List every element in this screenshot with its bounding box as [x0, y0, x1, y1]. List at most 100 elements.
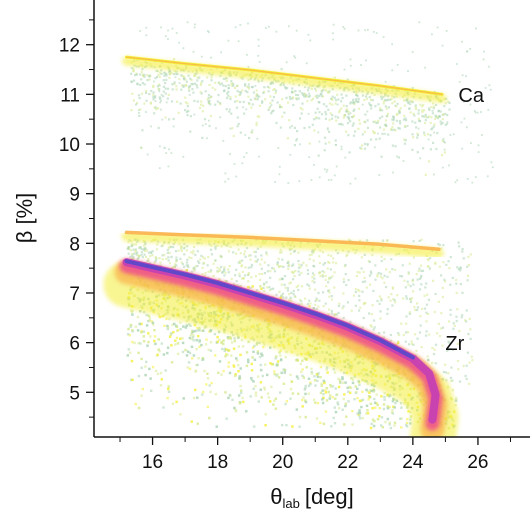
density-dot	[327, 281, 330, 284]
density-dot	[239, 131, 242, 134]
density-dot	[251, 346, 255, 349]
density-dot	[328, 397, 331, 400]
density-dot	[202, 256, 205, 259]
density-dot	[141, 68, 144, 71]
x-tick-label: 16	[142, 452, 163, 473]
density-dot	[256, 352, 260, 355]
density-dot	[471, 181, 474, 184]
density-dot	[201, 358, 204, 361]
density-dot	[427, 138, 430, 141]
density-dot	[269, 95, 272, 98]
density-dot	[392, 117, 395, 120]
density-dot	[376, 273, 379, 276]
density-dot	[160, 100, 162, 102]
density-dot	[126, 247, 129, 250]
density-dot	[487, 65, 490, 68]
density-dot	[286, 287, 289, 290]
density-dot	[192, 50, 195, 53]
density-dot	[224, 391, 227, 394]
density-dot	[406, 97, 409, 100]
density-dot	[241, 89, 244, 92]
density-dot	[158, 350, 161, 353]
density-dot	[366, 92, 369, 95]
density-dot	[393, 406, 396, 409]
density-dot	[176, 328, 180, 332]
density-dot	[278, 278, 281, 281]
density-dot	[147, 332, 150, 335]
density-dot	[305, 366, 308, 369]
density-dot	[324, 410, 328, 413]
density-dot	[332, 261, 335, 264]
density-dot	[353, 108, 356, 111]
density-dot	[425, 320, 428, 323]
density-dot	[146, 74, 149, 77]
density-dot	[460, 316, 463, 319]
density-dot	[355, 99, 358, 103]
density-dot	[229, 98, 232, 101]
density-dot	[384, 94, 387, 97]
density-dot	[314, 87, 316, 90]
density-dot	[368, 274, 371, 277]
density-dot	[200, 103, 203, 106]
density-dot	[449, 347, 452, 351]
density-dot	[145, 313, 148, 317]
density-dot	[338, 123, 341, 126]
density-dot	[202, 261, 206, 265]
density-dot	[391, 268, 394, 271]
density-dot	[255, 89, 258, 92]
density-dot	[298, 180, 301, 183]
density-dot	[233, 339, 236, 343]
density-dot	[405, 295, 408, 298]
density-dot	[198, 261, 201, 264]
density-dot	[384, 420, 387, 424]
density-dot	[461, 250, 464, 253]
density-dot	[248, 254, 251, 257]
density-dot	[443, 280, 447, 283]
density-dot	[441, 121, 444, 124]
density-dot	[167, 390, 171, 393]
density-dot	[309, 302, 312, 305]
density-dot	[309, 383, 312, 386]
density-dot	[136, 251, 139, 254]
density-dot	[321, 251, 325, 254]
density-dot	[238, 375, 241, 378]
density-dot	[262, 286, 265, 289]
density-dot	[356, 271, 359, 274]
density-dot	[181, 75, 184, 78]
density-dot	[289, 252, 292, 255]
density-dot	[220, 373, 223, 376]
density-dot	[265, 253, 268, 256]
density-dot	[271, 82, 275, 85]
density-dot	[412, 136, 415, 139]
density-dot	[173, 81, 176, 84]
y-tick-label: 9	[69, 185, 80, 206]
density-dot	[440, 154, 444, 157]
density-dot	[271, 81, 274, 84]
density-dot	[144, 247, 147, 250]
density-dot	[266, 373, 269, 377]
density-dot	[247, 66, 250, 68]
density-dot	[148, 74, 151, 77]
density-dot	[386, 393, 389, 396]
density-dot	[219, 74, 222, 77]
density-dot	[248, 136, 251, 140]
density-dot	[341, 307, 344, 310]
density-dot	[239, 285, 242, 288]
density-dot	[138, 247, 141, 250]
density-dot	[131, 309, 134, 312]
density-dot	[168, 245, 171, 248]
density-dot	[133, 79, 136, 82]
density-dot	[365, 412, 368, 415]
density-dot	[409, 298, 412, 301]
density-dot	[186, 264, 190, 267]
density-dot	[418, 267, 421, 270]
density-dot	[379, 275, 382, 278]
density-dot	[232, 365, 236, 368]
density-dot	[175, 85, 178, 88]
density-dot	[423, 134, 426, 137]
density-dot	[257, 375, 260, 378]
density-dot	[331, 32, 334, 35]
density-dot	[358, 414, 361, 418]
density-dot	[192, 396, 196, 400]
density-dot	[467, 264, 470, 267]
